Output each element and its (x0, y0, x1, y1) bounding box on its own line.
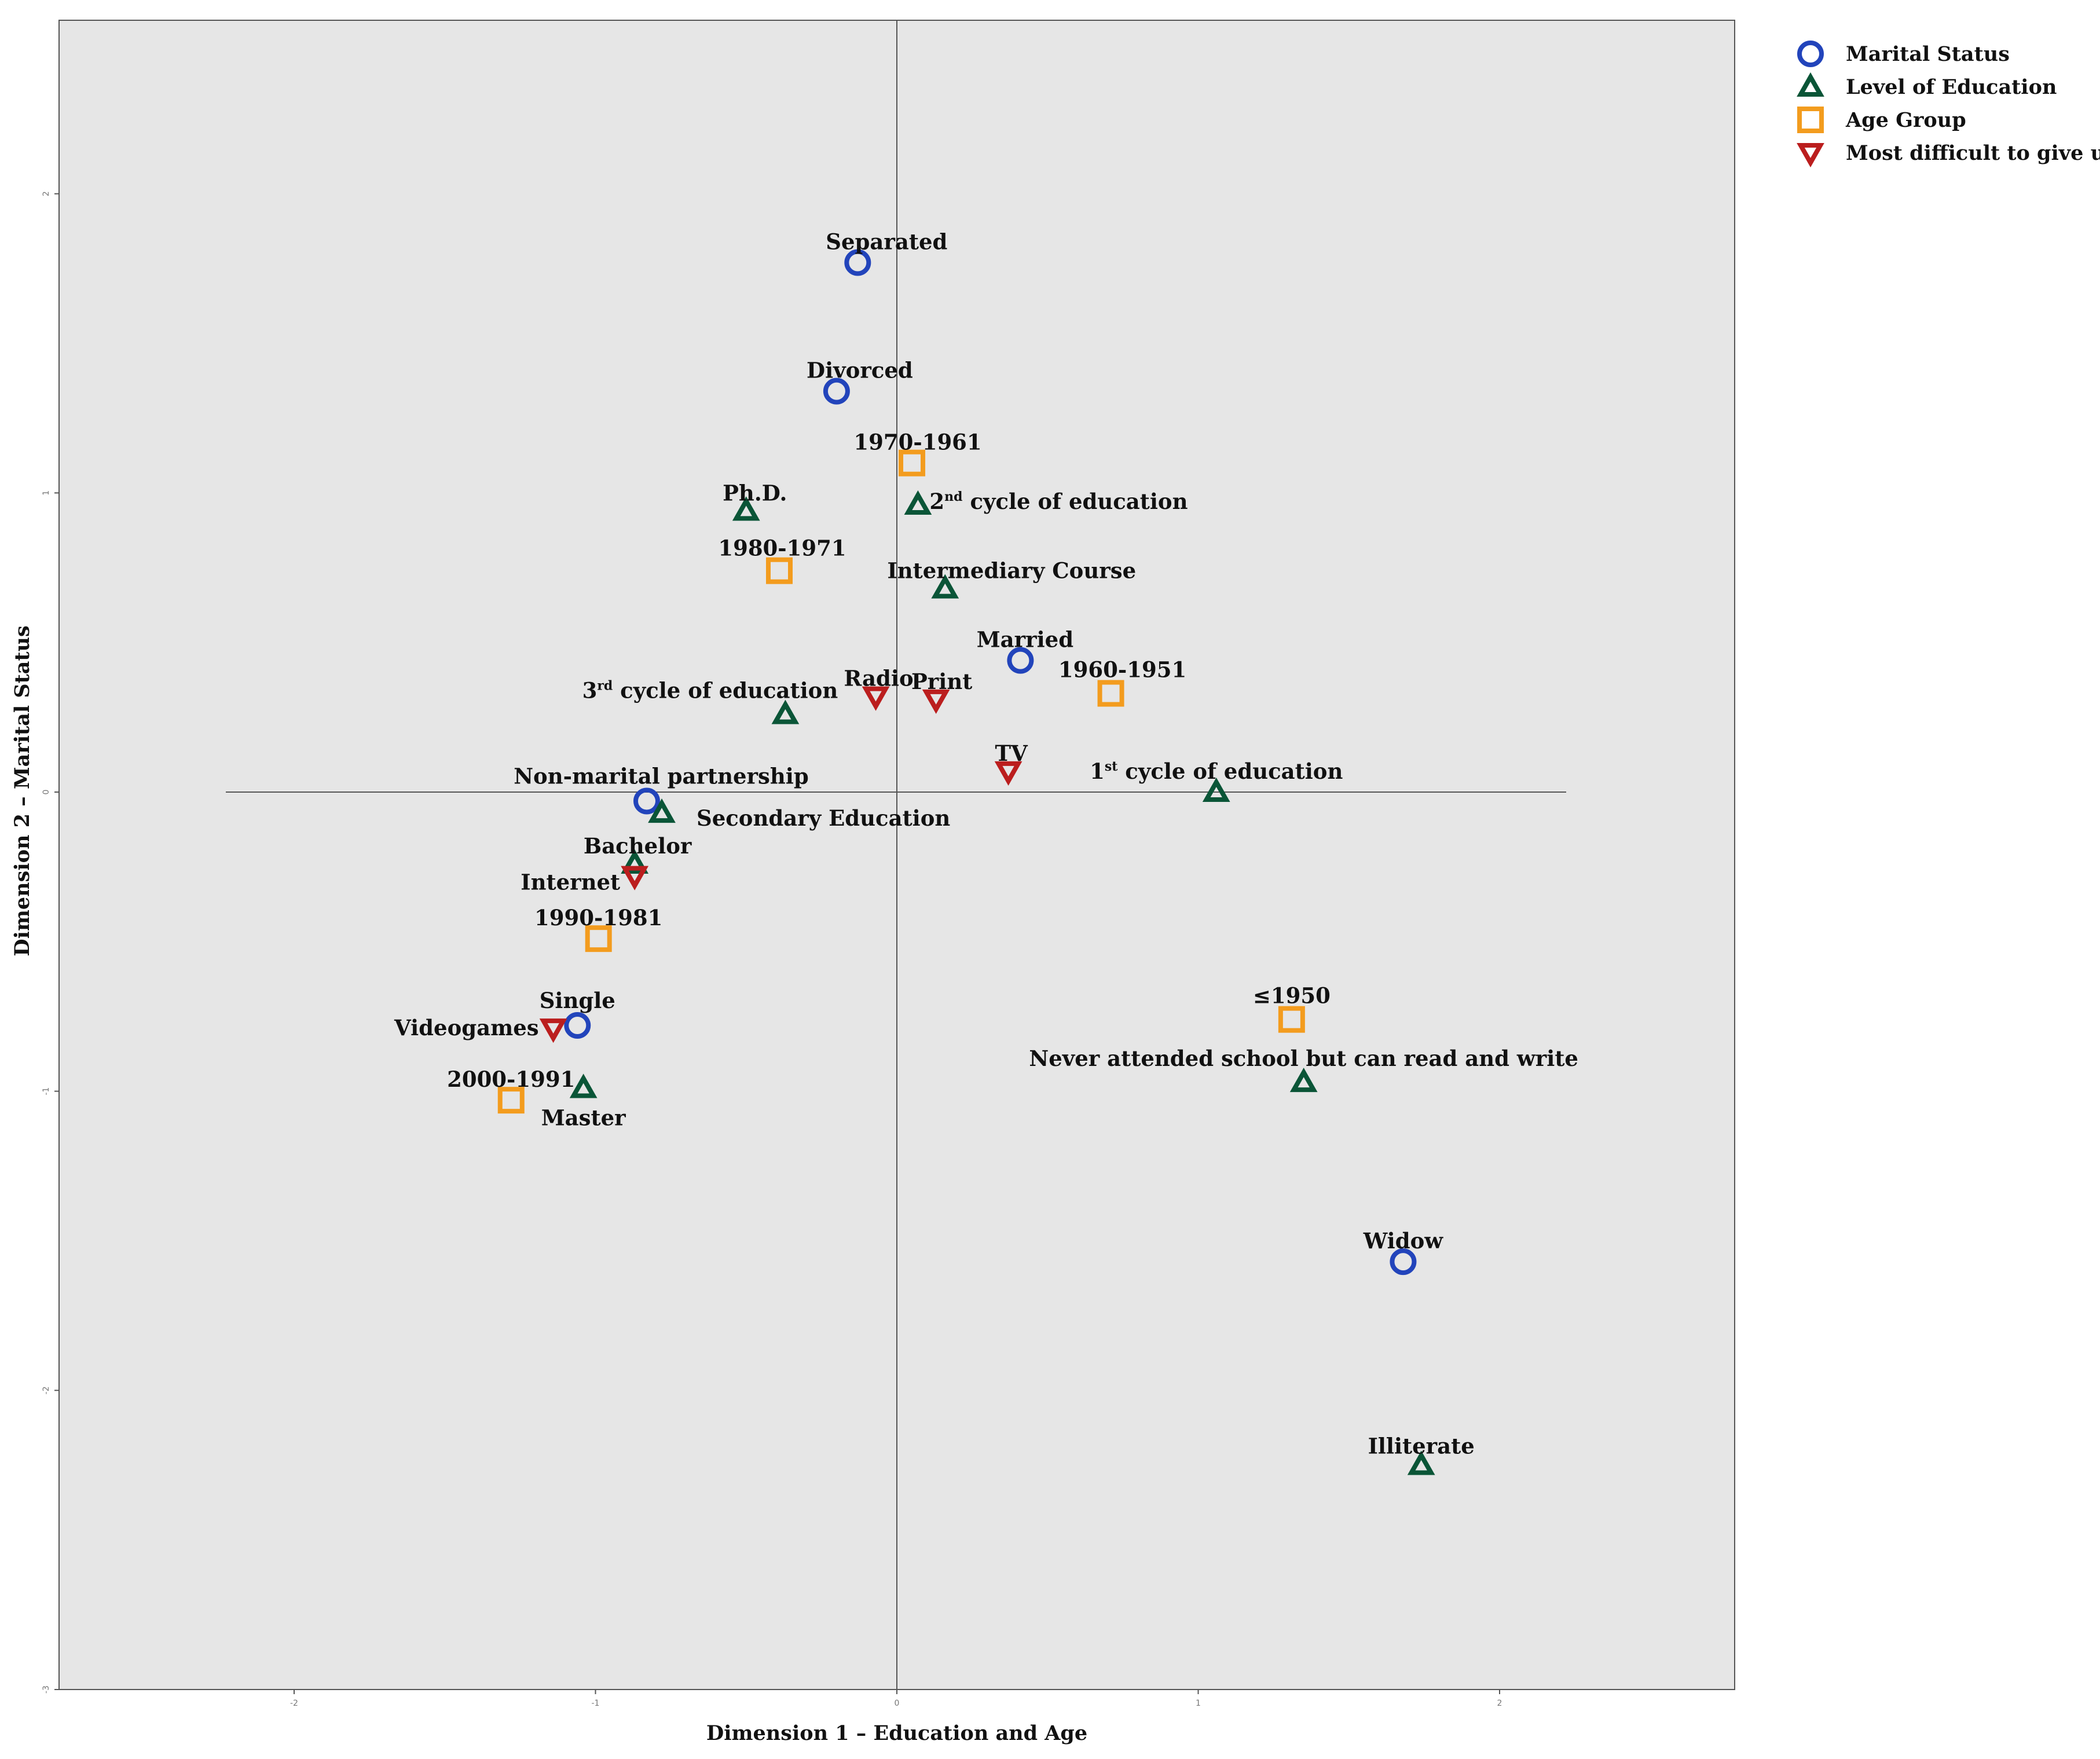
point-circle (1390, 1248, 1417, 1276)
y-tick-label: -2 (42, 1386, 51, 1394)
point-triangle-down (621, 866, 649, 891)
point-label: Divorced (807, 358, 913, 383)
legend-label: Marital Status (1846, 42, 2010, 66)
y-axis-title: Dimension 2 – Marital Status (10, 625, 34, 957)
x-tick-label: -2 (290, 1699, 298, 1708)
point-square (1097, 680, 1124, 707)
point-triangle-up (732, 496, 760, 521)
legend-circle-icon (1797, 41, 1824, 67)
point-triangle-down (862, 686, 890, 711)
x-tick-label: 1 (1196, 1699, 1201, 1708)
point-label: 3rd cycle of education (582, 678, 838, 703)
x-tick-label: 2 (1497, 1699, 1502, 1708)
data-points (497, 249, 1435, 1475)
point-label: Non-marital partnership (514, 764, 808, 789)
x-tick-label: -1 (592, 1699, 600, 1708)
legend-triangle-up-icon (1797, 72, 1824, 97)
point-label: Never attended school but can read and w… (1029, 1046, 1578, 1071)
point-label: 1980-1971 (718, 536, 846, 561)
point-labels: Separated Divorced Married Non-marital part… (394, 229, 1578, 1459)
axis-ticks: -2 -1 0 1 2 -3 -2 -1 0 1 2 (42, 191, 1502, 1708)
point-triangle-up (931, 574, 959, 599)
point-label: 2nd cycle of education (929, 489, 1188, 514)
point-circle (844, 249, 871, 276)
y-tick-label: -1 (42, 1087, 51, 1095)
point-label: Videogames (394, 1015, 539, 1040)
point-square (1278, 1006, 1305, 1033)
point-label: Internet (521, 870, 620, 895)
point-triangle-up (621, 849, 649, 874)
point-circle (564, 1012, 591, 1039)
point-triangle-up (904, 490, 932, 515)
point-triangle-up (771, 699, 800, 724)
point-circle (1007, 647, 1034, 674)
legend-label: Most difficult to give up (1846, 141, 2100, 165)
point-label: Radio (844, 666, 913, 691)
point-label: Bachelor (584, 833, 692, 859)
point-square (766, 557, 793, 584)
point-triangle-down (994, 761, 1022, 786)
point-label: Intermediary Course (887, 558, 1136, 584)
point-triangle-up (1407, 1450, 1435, 1475)
point-label: Married (977, 627, 1073, 653)
point-label: TV (995, 741, 1028, 766)
x-tick-label: 0 (895, 1699, 900, 1708)
point-triangle-down (539, 1018, 567, 1043)
y-tick-label: 0 (42, 790, 51, 795)
legend: Marital Status Level of Education Age Grou… (1797, 41, 2100, 168)
point-label: Ph.D. (723, 480, 787, 505)
point-label: Secondary Education (697, 805, 950, 831)
point-triangle-up (648, 798, 676, 823)
point-label: 1970-1961 (853, 430, 981, 455)
legend-square-icon (1797, 107, 1824, 133)
x-axis-title: Dimension 1 – Education and Age (706, 1721, 1087, 1745)
y-tick-label: 1 (42, 490, 51, 496)
point-square (585, 925, 612, 952)
point-label: 1990-1981 (534, 905, 662, 930)
point-label: Master (541, 1105, 626, 1131)
point-circle (633, 787, 660, 815)
point-square (497, 1087, 525, 1114)
point-triangle-up (1289, 1068, 1318, 1093)
point-triangle-up (569, 1073, 598, 1098)
point-label: Illiterate (1368, 1434, 1475, 1459)
point-circle (823, 378, 850, 405)
legend-label: Level of Education (1846, 75, 2057, 99)
point-triangle-up (1202, 777, 1230, 802)
point-label: 1st cycle of education (1090, 758, 1343, 784)
point-triangle-down (922, 689, 950, 714)
y-tick-label: -3 (42, 1685, 51, 1694)
point-label: Widow (1363, 1228, 1444, 1254)
point-label: Print (911, 669, 972, 694)
point-label: 1960-1951 (1058, 657, 1186, 683)
point-square (899, 449, 926, 477)
legend-triangle-down-icon (1797, 143, 1824, 168)
y-tick-label: 2 (42, 191, 51, 196)
legend-label: Age Group (1845, 108, 1966, 132)
point-label: Separated (826, 229, 947, 255)
point-label: 2000-1991 (447, 1067, 575, 1092)
point-label: Single (540, 988, 615, 1013)
point-label: ≤1950 (1253, 983, 1331, 1009)
